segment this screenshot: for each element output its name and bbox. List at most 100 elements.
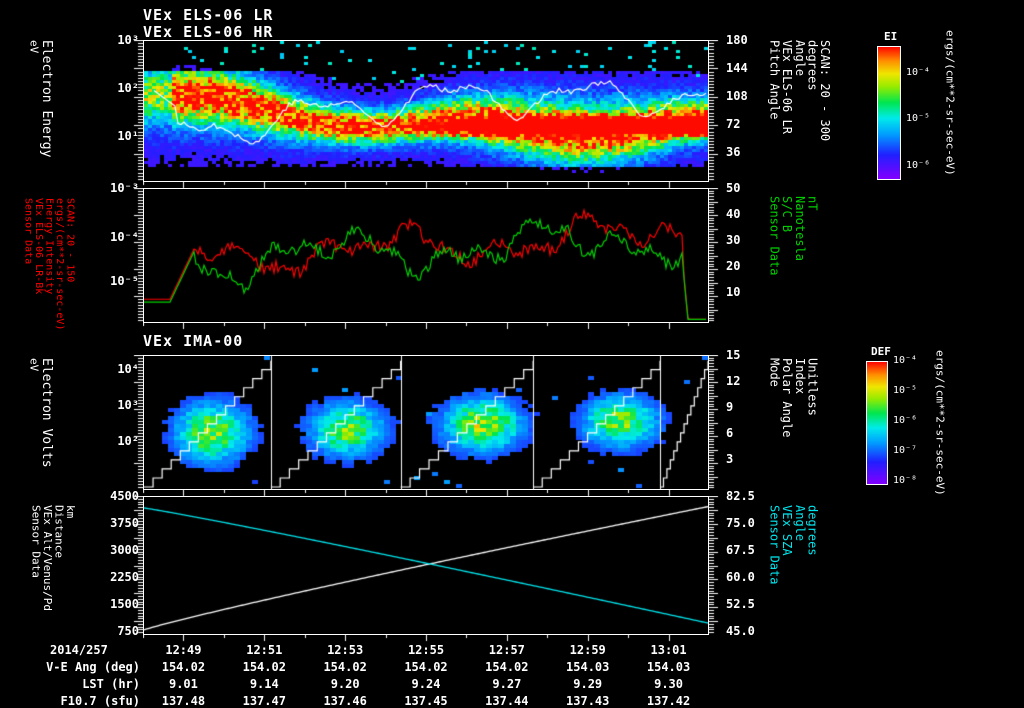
- colorbar-def-units: ergs/(cm**2-sr-sec-eV): [933, 350, 947, 496]
- panel2-y2tick-3: 20: [726, 259, 741, 273]
- panel2-right-axis-label: nT Nanotesla S/C B Sensor Data: [767, 196, 820, 276]
- colorbar-ei-tick-2: 10⁻⁶: [906, 160, 931, 171]
- panel4-ytick-2: 3000: [110, 543, 139, 557]
- panel2-ytick-0: 10⁻³: [110, 181, 139, 195]
- footer-row-label-2: F10.7 (sfu): [60, 694, 140, 708]
- footer-cell-0-1: 154.02: [242, 660, 286, 674]
- panel2-y2tick-2: 30: [726, 233, 741, 247]
- footer-time-1: 12:51: [246, 643, 283, 657]
- panel4-y2tick-2: 67.5: [726, 543, 755, 557]
- footer-row-label-0: V-E Ang (deg): [46, 660, 140, 674]
- footer-cell-2-4: 137.44: [485, 694, 529, 708]
- footer-cell-0-6: 154.03: [646, 660, 691, 674]
- colorbar-ei-tick-1: 10⁻⁵: [906, 113, 931, 124]
- panel1-plot-area[interactable]: [143, 40, 709, 182]
- footer-cell-2-0: 137.48: [161, 694, 206, 708]
- panel3-left-ticks: [133, 355, 143, 490]
- colorbar-def-tick-2: 10⁻⁶: [893, 415, 918, 426]
- panel4-y2tick-4: 52.5: [726, 597, 755, 611]
- colorbar-def: [866, 361, 888, 485]
- footer-time-0: 12:49: [165, 643, 202, 657]
- panel4-ytick-3: 2250: [110, 570, 139, 584]
- panel4-ytick-5: 750: [117, 624, 139, 638]
- panel2-ytick-2: 10⁻⁵: [110, 274, 139, 288]
- footer-cell-2-3: 137.45: [404, 694, 448, 708]
- panel2-y2tick-0: 50: [726, 181, 741, 195]
- colorbar-def-tick-4: 10⁻⁸: [893, 475, 918, 486]
- panel4-y2tick-1: 75.0: [726, 516, 755, 530]
- panel1-y2tick-4: 36: [726, 145, 741, 159]
- panel2-right-ticks: [709, 188, 719, 323]
- footer-cell-0-0: 154.02: [161, 660, 206, 674]
- footer-time-3: 12:55: [407, 643, 445, 657]
- panel1-y2tick-1: 144: [726, 61, 748, 75]
- panel3-right-axis-label: Unitless Index Polar Angle Mode: [767, 358, 820, 438]
- footer-time-5: 12:59: [569, 643, 606, 657]
- panel1-left-ticks: [133, 40, 143, 182]
- panel2-plot-area[interactable]: [143, 188, 709, 323]
- footer-cell-1-6: 9.30: [654, 677, 684, 691]
- colorbar-def-label: DEF: [871, 345, 891, 358]
- panel4-right-ticks: [709, 496, 719, 635]
- footer-cell-0-5: 154.03: [566, 660, 610, 674]
- colorbar-def-tick-0: 10⁻⁴: [893, 355, 918, 366]
- colorbar-ei: [877, 46, 901, 180]
- colorbar-ei-label: EI: [884, 30, 898, 43]
- panel4-y2tick-3: 60.0: [726, 570, 755, 584]
- footer-time-2: 12:53: [327, 643, 364, 657]
- panel3-right-ticks: [709, 355, 719, 490]
- panel3-y2tick-0: 15: [726, 348, 741, 362]
- footer-cell-2-6: 137.42: [646, 694, 691, 708]
- panel4-plot-area[interactable]: [143, 496, 709, 635]
- footer-row-label-1: LST (hr): [82, 677, 140, 691]
- footer-cell-1-1: 9.14: [249, 677, 279, 691]
- panel4-right-axis-label: degrees Angle VEx SZA Sensor Data: [767, 505, 820, 585]
- colorbar-def-tick-3: 10⁻⁷: [893, 445, 918, 456]
- panel2-xticks: [143, 322, 709, 332]
- panel3-y2tick-4: 3: [726, 452, 734, 466]
- footer-cell-1-4: 9.27: [492, 677, 522, 691]
- footer-cell-1-0: 9.01: [168, 677, 198, 691]
- colorbar-def-tick-1: 10⁻⁵: [893, 385, 918, 396]
- colorbar-ei-tick-0: 10⁻⁴: [906, 67, 931, 78]
- panel3-left-axis-label: Electron Volts eV: [27, 358, 55, 468]
- panel1-right-ticks: [709, 40, 719, 182]
- panel3-plot-area[interactable]: [143, 355, 709, 490]
- panel4-ytick-0: 4500: [110, 489, 139, 503]
- footer-cell-0-3: 154.02: [404, 660, 448, 674]
- panel3-xticks: [143, 489, 709, 499]
- panel1-y2tick-3: 72: [726, 117, 741, 131]
- panel2-y2tick-1: 40: [726, 207, 741, 221]
- panel4-left-axis-label: km Distance VEx Alt/Venus/Pd Sensor Data: [29, 505, 78, 611]
- panel1-left-axis-label: Electron Energy eV: [27, 40, 55, 158]
- panel4-ytick-1: 3750: [110, 516, 139, 530]
- panel2-left-ticks: [133, 188, 143, 323]
- panel1-xticks: [143, 181, 709, 191]
- footer-cell-2-2: 137.46: [323, 694, 367, 708]
- panel3-y2tick-3: 6: [726, 426, 734, 440]
- panel3-title: VEx IMA-00: [143, 332, 244, 350]
- panel4-xticks: [143, 634, 709, 644]
- panel2-ytick-1: 10⁻⁴: [110, 230, 139, 244]
- footer-cell-2-5: 137.43: [566, 694, 610, 708]
- panel1-title-hr: VEx ELS-06 HR: [143, 23, 274, 41]
- footer-cell-1-5: 9.29: [573, 677, 603, 691]
- footer-cell-1-3: 9.24: [411, 677, 441, 691]
- colorbar-ei-units: ergs/(cm**2-sr-sec-eV): [943, 30, 957, 176]
- panel4-left-ticks: [133, 496, 143, 635]
- footer-time-4: 12:57: [488, 643, 525, 657]
- footer-date: 2014/257: [50, 643, 108, 657]
- panel2-left-axis-label: SCAN: 20 - 150 ergs/(cm**2-sr-sec-eV) En…: [22, 198, 76, 331]
- panel3-y2tick-2: 9: [726, 400, 734, 414]
- footer-cell-0-2: 154.02: [323, 660, 367, 674]
- panel2-y2tick-4: 10: [726, 285, 741, 299]
- panel4-y2tick-0: 82.5: [726, 489, 755, 503]
- panel3-y2tick-1: 12: [726, 374, 741, 388]
- panel1-title-lr: VEx ELS-06 LR: [143, 6, 274, 24]
- panel4-ytick-4: 1500: [110, 597, 139, 611]
- footer-cell-2-1: 137.47: [242, 694, 286, 708]
- panel1-y2tick-0: 180: [726, 33, 748, 47]
- footer-cell-0-4: 154.02: [485, 660, 529, 674]
- panel4-y2tick-5: 45.0: [726, 624, 755, 638]
